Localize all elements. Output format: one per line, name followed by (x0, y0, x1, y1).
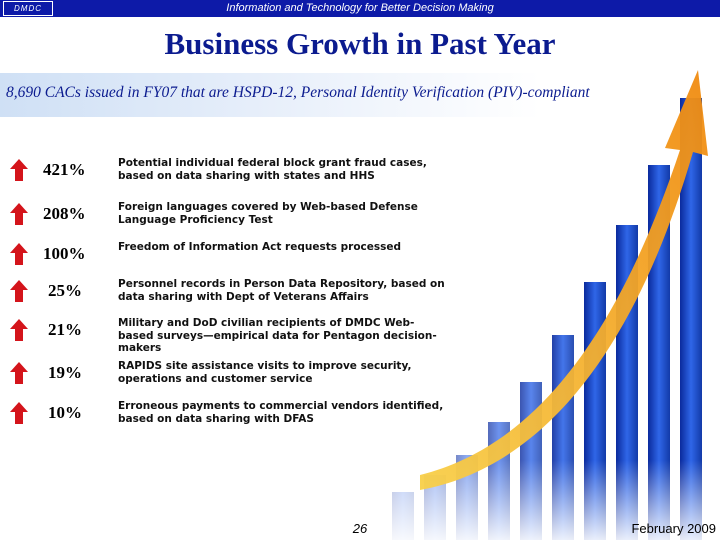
red-up-arrow-icon (10, 402, 28, 424)
header-bar: DMDC Information and Technology for Bett… (0, 0, 720, 17)
subtitle-band (0, 73, 720, 117)
page-number: 26 (352, 521, 368, 536)
subtitle-text: 8,690 CACs issued in FY07 that are HSPD-… (6, 84, 590, 101)
red-up-arrow-icon (10, 203, 28, 225)
growth-percent: 21% (48, 320, 82, 339)
growth-description: Foreign languages covered by Web-based D… (118, 201, 418, 226)
red-up-arrow-icon (10, 159, 28, 181)
header-tagline: Information and Technology for Better De… (226, 2, 494, 14)
page-title: Business Growth in Past Year (164, 26, 556, 61)
growth-description: RAPIDS site assistance visits to improve… (118, 360, 412, 385)
growth-description: Personnel records in Person Data Reposit… (118, 278, 445, 303)
growth-percent: 19% (48, 363, 82, 382)
red-up-arrow-icon (10, 280, 28, 302)
red-up-arrow-icon (10, 362, 28, 384)
growth-description: Freedom of Information Act requests proc… (118, 241, 402, 253)
growth-percent: 421% (43, 160, 86, 179)
dmdc-logo: DMDC (3, 1, 53, 16)
growth-description: Potential individual federal block grant… (118, 157, 427, 182)
growth-percent: 10% (48, 403, 82, 422)
growth-description: Military and DoD civilian recipients of … (118, 317, 437, 354)
growth-chart-graphic (380, 70, 720, 540)
growth-percent: 25% (48, 281, 82, 300)
footer-date: February 2009 (631, 521, 716, 536)
growth-percent: 100% (43, 244, 86, 263)
growth-arrow-icon (420, 70, 708, 490)
growth-description: Erroneous payments to commercial vendors… (118, 400, 444, 425)
red-up-arrow-icon (10, 243, 28, 265)
red-up-arrow-icon (10, 319, 28, 341)
growth-percent: 208% (43, 204, 86, 223)
growth-bar (680, 98, 702, 540)
